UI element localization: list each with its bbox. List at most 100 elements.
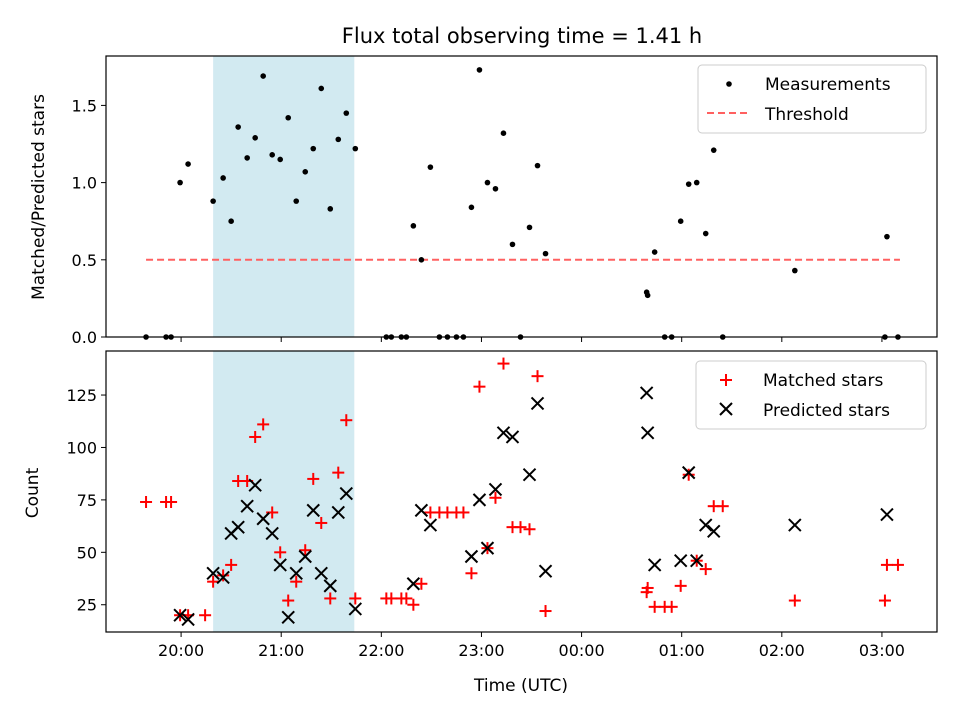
matched-star-point: [385, 592, 398, 605]
matched-star-point: [140, 495, 153, 508]
predicted-star-point: [306, 503, 320, 518]
measurement-point: [244, 155, 250, 161]
matched-star-point: [878, 594, 891, 607]
measurement-point: [644, 292, 651, 299]
matched-star-point: [665, 600, 678, 613]
matched-star-point: [324, 592, 337, 605]
measurement-point: [277, 156, 284, 163]
chart-title: Flux total observing time = 1.41 h: [342, 24, 702, 48]
x-tick-label: 03:00: [859, 641, 905, 660]
matched-star-point: [217, 569, 230, 582]
top-marks: [143, 67, 901, 340]
x-tick-label: 00:00: [559, 641, 605, 660]
matched-star-point: [415, 577, 428, 590]
predicted-star-point: [281, 610, 295, 625]
top-panel: 0.0 0.5 1.0 1.5 Matched/Predicted stars Mea…: [29, 55, 938, 347]
x-tick-label: 23:00: [458, 641, 504, 660]
predicted-star-point: [699, 518, 713, 532]
measurement-point: [210, 198, 216, 204]
top-axes-frame: [105, 55, 938, 338]
predicted-star-point: [248, 478, 262, 492]
predicted-star-point: [788, 518, 802, 532]
measurement-point: [685, 181, 692, 187]
measurement-point: [293, 198, 300, 204]
bottom-y-axis-label: Count: [23, 467, 43, 518]
matched-star-point: [207, 575, 220, 588]
predicted-star-point: [423, 518, 438, 532]
matched-star-point: [307, 472, 320, 485]
measurement-point: [651, 249, 658, 255]
legend-matched-label: Matched stars: [763, 371, 883, 391]
measurement-point: [492, 185, 499, 192]
matched-star-point: [674, 579, 687, 592]
predicted-star-point: [472, 493, 487, 507]
predicted-star-point: [289, 566, 303, 580]
top-legend: Measurements Threshold: [697, 64, 927, 134]
predicted-star-point: [181, 612, 195, 627]
measurement-point: [185, 161, 191, 167]
measurement-point: [693, 179, 700, 186]
legend-measurements-marker: [726, 81, 732, 87]
predicted-star-point: [496, 426, 511, 440]
top-observing-shade: [213, 56, 355, 337]
measurement-point: [500, 130, 507, 136]
predicted-star-point: [690, 553, 704, 568]
matched-star-point: [274, 546, 287, 559]
predicted-star-point: [298, 549, 312, 564]
matched-star-point: [648, 600, 661, 613]
measurement-point: [677, 218, 684, 225]
top-y-axis-label: Matched/Predicted stars: [29, 94, 49, 300]
predicted-star-point: [522, 468, 537, 482]
measurement-point: [269, 152, 276, 158]
measurement-point: [542, 250, 549, 257]
predicted-star-point: [273, 558, 287, 572]
predicted-star-point: [707, 524, 721, 539]
measurement-point: [509, 241, 516, 248]
matched-star-point: [880, 558, 893, 571]
matched-star-point: [489, 491, 502, 504]
matched-star-point: [282, 594, 295, 607]
matched-star-point: [473, 380, 486, 393]
matched-star-point: [349, 592, 362, 605]
bottom-y-tick-label: 50: [77, 543, 97, 562]
bottom-y-ticks: 25 50 75 100 125: [66, 386, 106, 615]
predicted-star-point: [331, 505, 345, 520]
measurement-point: [302, 168, 309, 175]
bottom-y-tick-label: 100: [66, 438, 97, 457]
matched-star-point: [539, 605, 552, 618]
matched-star-point: [400, 592, 413, 605]
predicted-star-point: [265, 526, 279, 541]
bottom-legend-box: [695, 360, 927, 430]
predicted-star-point: [681, 465, 696, 480]
measurement-point: [534, 162, 541, 169]
matched-star-point: [788, 594, 801, 607]
predicted-star-point: [464, 549, 479, 564]
matched-star-point: [257, 418, 270, 431]
matched-star-point: [315, 516, 328, 529]
measurement-point: [177, 179, 183, 186]
measurement-point: [702, 230, 709, 237]
measurement-point: [792, 267, 798, 274]
top-y-tick-label: 0.5: [72, 251, 97, 270]
measurement-point: [526, 224, 533, 231]
predicted-star-point: [647, 558, 662, 572]
legend-measurements-label: Measurements: [765, 75, 891, 95]
matched-star-point: [497, 357, 510, 370]
matched-star-point: [457, 506, 470, 519]
top-y-tick-label: 1.0: [72, 174, 97, 193]
x-axis-label: Time (UTC): [473, 676, 568, 696]
matched-star-point: [249, 430, 262, 443]
x-tick-label: 02:00: [759, 641, 805, 660]
matched-star-point: [340, 414, 353, 427]
matched-star-point: [465, 567, 478, 580]
predicted-star-point: [639, 386, 654, 400]
legend-threshold-label: Threshold: [764, 105, 849, 125]
predicted-star-point: [256, 512, 270, 526]
top-y-tick-label: 0.0: [72, 328, 97, 347]
matched-star-point: [514, 521, 527, 534]
matched-star-point: [332, 466, 345, 479]
legend-predicted-label: Predicted stars: [763, 401, 890, 421]
legend-predicted-marker: [719, 402, 733, 416]
measurement-point: [418, 257, 425, 263]
